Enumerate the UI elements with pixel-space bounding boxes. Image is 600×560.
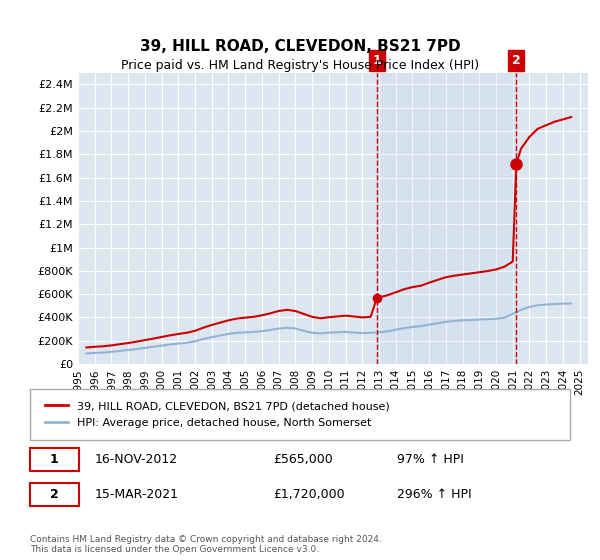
FancyBboxPatch shape	[30, 483, 79, 506]
Text: 1: 1	[50, 452, 59, 466]
Text: Contains HM Land Registry data © Crown copyright and database right 2024.
This d: Contains HM Land Registry data © Crown c…	[30, 535, 382, 554]
Text: 2: 2	[50, 488, 59, 501]
Text: 39, HILL ROAD, CLEVEDON, BS21 7PD: 39, HILL ROAD, CLEVEDON, BS21 7PD	[140, 39, 460, 54]
Text: 296% ↑ HPI: 296% ↑ HPI	[397, 488, 472, 501]
Text: 2: 2	[512, 54, 521, 67]
Text: £1,720,000: £1,720,000	[273, 488, 344, 501]
Legend: 39, HILL ROAD, CLEVEDON, BS21 7PD (detached house), HPI: Average price, detached: 39, HILL ROAD, CLEVEDON, BS21 7PD (detac…	[41, 396, 394, 432]
Bar	[377, 73, 516, 364]
FancyBboxPatch shape	[30, 448, 79, 470]
Text: 1: 1	[373, 54, 381, 67]
FancyBboxPatch shape	[30, 389, 570, 440]
Text: 15-MAR-2021: 15-MAR-2021	[95, 488, 179, 501]
Text: 97% ↑ HPI: 97% ↑ HPI	[397, 452, 464, 466]
Text: Price paid vs. HM Land Registry's House Price Index (HPI): Price paid vs. HM Land Registry's House …	[121, 59, 479, 72]
Text: 16-NOV-2012: 16-NOV-2012	[95, 452, 178, 466]
Text: £565,000: £565,000	[273, 452, 333, 466]
